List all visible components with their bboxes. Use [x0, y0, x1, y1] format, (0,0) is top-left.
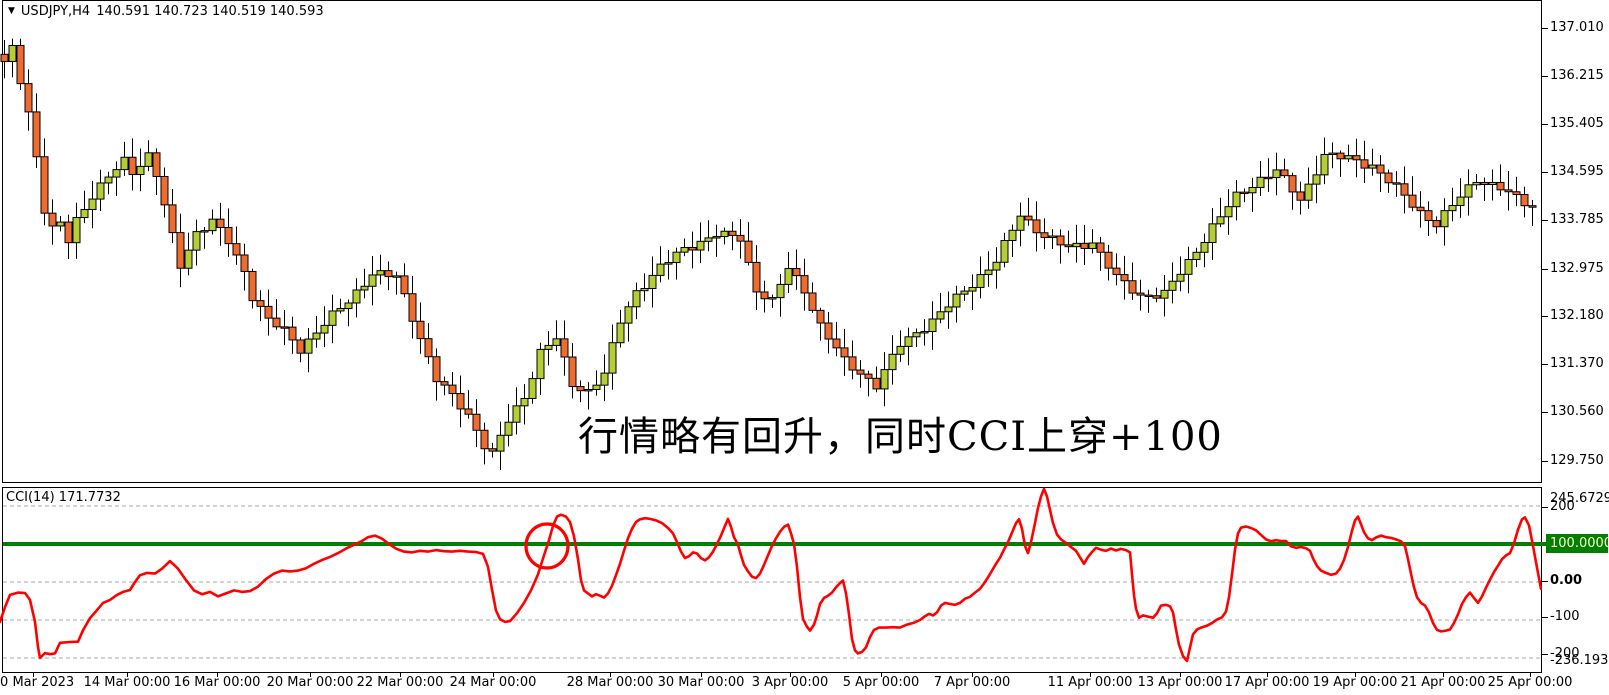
crossover-circle-annotation — [524, 522, 570, 570]
time-axis-label: 22 Mar 00:00 — [356, 675, 444, 690]
price-axis-label: 135.405 — [1550, 116, 1604, 131]
time-axis-label: 13 Apr 00:00 — [1137, 675, 1223, 690]
time-axis-tick — [701, 672, 702, 677]
time-axis-label: 28 Mar 00:00 — [566, 675, 654, 690]
cci-axis-tick — [1542, 617, 1548, 618]
price-axis-tick — [1542, 316, 1548, 317]
cci-axis-label: 200 — [1550, 499, 1575, 514]
time-axis-label: 11 Apr 00:00 — [1047, 675, 1133, 690]
time-axis-tick — [610, 672, 611, 677]
time-axis-tick — [881, 672, 882, 677]
time-axis-tick — [972, 672, 973, 677]
main-price-chart[interactable] — [0, 0, 1542, 484]
cci-axis-tick — [1542, 507, 1548, 508]
price-axis-label: 130.560 — [1550, 404, 1604, 419]
price-axis-label: 129.750 — [1550, 453, 1604, 468]
cci-line — [0, 487, 1542, 663]
cci-axis-label: -236.1937 — [1550, 653, 1609, 668]
cci-indicator-label: CCI(14) 171.7732 — [6, 490, 121, 505]
time-axis-label: 7 Apr 00:00 — [933, 675, 1011, 690]
cci-axis-label: -100 — [1550, 609, 1580, 624]
symbol-dropdown-icon[interactable]: ▼ — [8, 5, 15, 16]
cci-axis-label: -200 — [1550, 646, 1580, 661]
time-axis-tick — [1180, 672, 1181, 677]
time-axis-tick — [1443, 672, 1444, 677]
chart-title: ▼ USDJPY,H4 140.591 140.723 140.519 140.… — [8, 4, 324, 19]
level-100-axis-label: 100.0000 — [1546, 534, 1609, 553]
price-axis-label: 132.975 — [1550, 261, 1604, 276]
price-axis-label: 132.180 — [1550, 308, 1604, 323]
time-axis-label: 19 Apr 00:00 — [1312, 675, 1398, 690]
price-axis-label: 133.785 — [1550, 212, 1604, 227]
time-axis-label: 24 Mar 00:00 — [449, 675, 537, 690]
price-axis-tick — [1542, 124, 1548, 125]
time-axis-tick — [1530, 672, 1531, 677]
cci-axis-tick — [1542, 654, 1548, 655]
price-axis-label: 137.010 — [1550, 20, 1604, 35]
time-axis-label: 14 Mar 00:00 — [83, 675, 171, 690]
time-axis-label: 16 Mar 00:00 — [173, 675, 261, 690]
ohlc-values: 140.591 140.723 140.519 140.593 — [96, 4, 324, 19]
level-100-axis-tick — [1540, 542, 1548, 546]
time-axis-tick — [790, 672, 791, 677]
candlestick-series — [0, 38, 1537, 471]
price-axis-label: 131.370 — [1550, 356, 1604, 371]
price-axis-tick — [1542, 269, 1548, 270]
price-axis-tick — [1542, 364, 1548, 365]
price-axis-label: 134.595 — [1550, 164, 1604, 179]
time-axis-label: 5 Apr 00:00 — [842, 675, 920, 690]
chinese-annotation-text: 行情略有回升，同时CCI上穿+100 — [578, 414, 1223, 460]
time-axis-tick — [310, 672, 311, 677]
price-axis-tick — [1542, 220, 1548, 221]
time-axis-label: 10 Mar 2023 — [0, 675, 75, 690]
time-axis-label: 21 Apr 00:00 — [1400, 675, 1486, 690]
time-axis-tick — [1355, 672, 1356, 677]
time-axis-label: 3 Apr 00:00 — [751, 675, 829, 690]
price-axis-tick — [1542, 28, 1548, 29]
price-axis-tick — [1542, 172, 1548, 173]
time-axis-label: 20 Mar 00:00 — [266, 675, 354, 690]
cci-axis-label: 245.6729 — [1550, 491, 1609, 506]
cci-axis-tick — [1542, 581, 1548, 582]
time-axis-label: 30 Mar 00:00 — [657, 675, 745, 690]
time-axis-tick — [493, 672, 494, 677]
symbol-label: USDJPY,H4 — [20, 4, 91, 19]
cci-indicator-panel[interactable] — [0, 487, 1542, 674]
price-axis-tick — [1542, 461, 1548, 462]
time-axis-tick — [127, 672, 128, 677]
price-axis-tick — [1542, 76, 1548, 77]
time-axis-label: 17 Apr 00:00 — [1224, 675, 1310, 690]
cci-axis-label: 0.00 — [1550, 573, 1583, 588]
time-axis-tick — [33, 672, 34, 677]
time-axis-tick — [217, 672, 218, 677]
time-axis-tick — [400, 672, 401, 677]
price-axis-tick — [1542, 412, 1548, 413]
time-axis-tick — [1267, 672, 1268, 677]
time-axis-tick — [1090, 672, 1091, 677]
price-axis-label: 136.215 — [1550, 68, 1604, 83]
time-axis-label: 25 Apr 00:00 — [1487, 675, 1573, 690]
